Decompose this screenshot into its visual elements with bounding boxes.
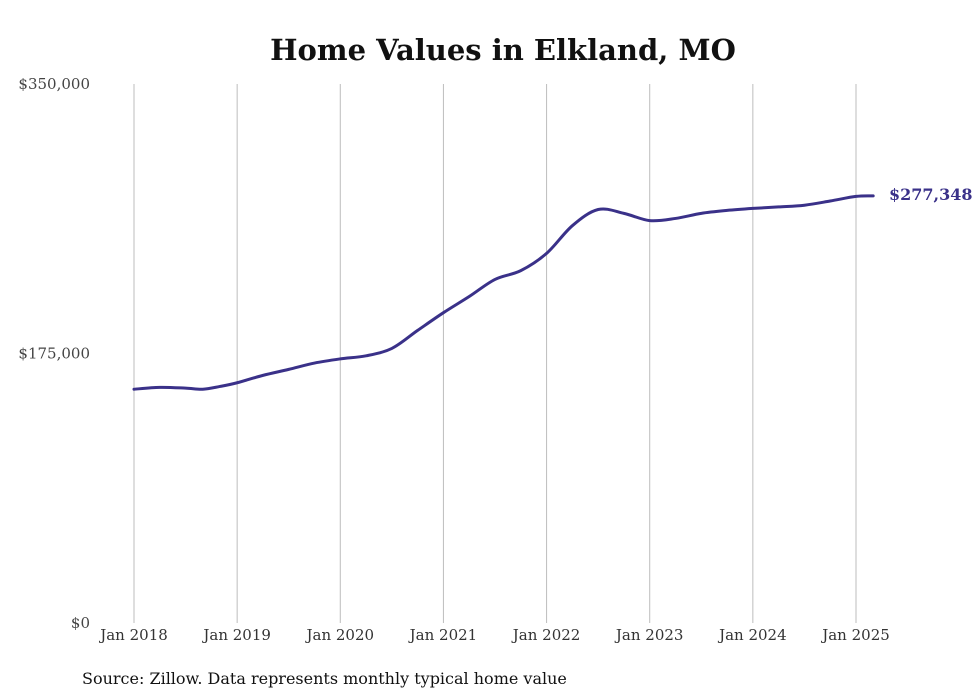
series-line-home-value xyxy=(132,194,875,391)
chart-title: Home Values in Elkland, MO xyxy=(270,33,736,67)
x-axis-ticks: Jan 2018 Jan 2019 Jan 2020 Jan 2021 Jan 2022… xyxy=(98,626,890,644)
y-tick-label: $0 xyxy=(71,614,90,632)
y-tick-label: $175,000 xyxy=(18,345,90,363)
x-tick-label: Jan 2020 xyxy=(305,626,375,644)
y-axis-ticks: $0 $175,000 $350,000 xyxy=(18,75,90,632)
x-tick-label: Jan 2021 xyxy=(408,626,478,644)
x-tick-label: Jan 2022 xyxy=(511,626,581,644)
series-layer xyxy=(132,194,875,391)
x-tick-label: Jan 2024 xyxy=(717,626,787,644)
source-note: Source: Zillow. Data represents monthly … xyxy=(82,669,567,688)
x-tick-label: Jan 2023 xyxy=(614,626,684,644)
end-value-label: $277,348 xyxy=(889,185,973,204)
y-tick-label: $350,000 xyxy=(18,75,90,93)
gridlines xyxy=(133,84,857,623)
x-tick-label: Jan 2019 xyxy=(201,626,271,644)
x-tick-label: Jan 2018 xyxy=(98,626,168,644)
x-tick-label: Jan 2025 xyxy=(820,626,890,644)
